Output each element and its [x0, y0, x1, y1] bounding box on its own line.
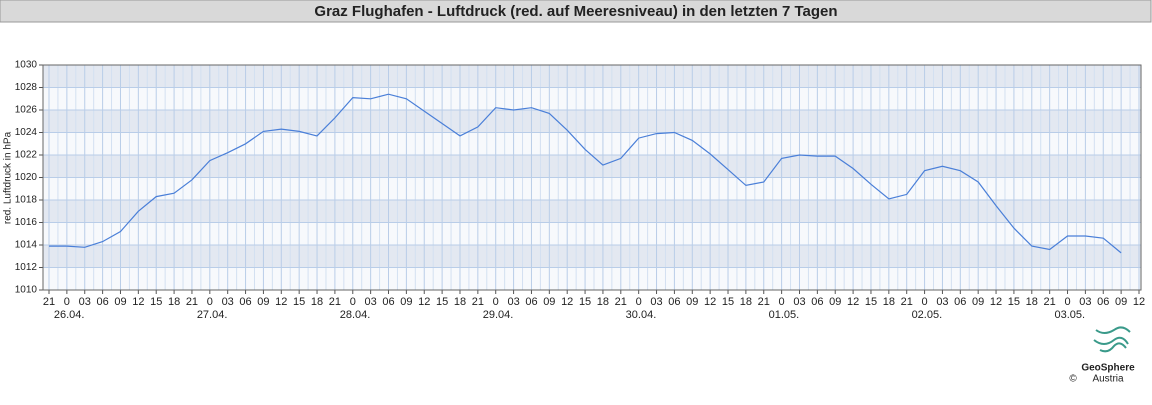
x-tick-label: 12: [132, 296, 144, 308]
x-tick-label: 12: [1133, 296, 1145, 308]
credit: GeoSphere: [1081, 363, 1135, 374]
x-tick-label: 21: [615, 296, 627, 308]
x-tick-label: 0: [350, 296, 356, 308]
x-tick-label: 15: [722, 296, 734, 308]
x-tick-label: 06: [811, 296, 823, 308]
x-tick-label: 21: [186, 296, 198, 308]
x-tick-label: 12: [418, 296, 430, 308]
x-tick-label: 21: [329, 296, 341, 308]
x-tick-label: 0: [207, 296, 213, 308]
x-tick-label: 15: [1008, 296, 1020, 308]
x-tick-label: 21: [758, 296, 770, 308]
x-tick-label: 03: [507, 296, 519, 308]
x-tick-label: 09: [686, 296, 698, 308]
x-tick-label: 21: [1044, 296, 1056, 308]
x-tick-label: 0: [1064, 296, 1070, 308]
y-tick-label: 1014: [15, 240, 38, 251]
x-tick-label: 12: [275, 296, 287, 308]
x-tick-label: 15: [436, 296, 448, 308]
x-tick-label: 21: [43, 296, 55, 308]
date-label: 27.04.: [197, 309, 228, 321]
date-label: 01.05.: [769, 309, 800, 321]
date-label: 28.04.: [340, 309, 371, 321]
x-tick-label: 18: [1026, 296, 1038, 308]
grid-band: [43, 155, 1141, 178]
y-tick-label: 1030: [15, 60, 38, 71]
data-line: [49, 93, 1122, 254]
x-tick-label: 15: [150, 296, 162, 308]
y-tick-label: 1016: [15, 217, 38, 228]
x-tick-label: 0: [636, 296, 642, 308]
x-tick-label: 0: [922, 296, 928, 308]
credit-sub: Austria: [1092, 374, 1124, 385]
x-tick-label: 21: [472, 296, 484, 308]
x-tick-label: 15: [865, 296, 877, 308]
x-tick-label: 06: [382, 296, 394, 308]
x-tick-label: 03: [79, 296, 91, 308]
x-tick-label: 09: [1115, 296, 1127, 308]
copyright: ©: [1069, 374, 1077, 385]
y-tick-label: 1026: [15, 105, 38, 116]
grid-band: [43, 245, 1141, 268]
y-tick-label: 1024: [15, 127, 38, 138]
x-tick-label: 18: [883, 296, 895, 308]
y-axis-label: red. Luftdruck in hPa: [3, 131, 14, 224]
date-label: 03.05.: [1055, 309, 1086, 321]
x-tick-label: 06: [1097, 296, 1109, 308]
date-label: 02.05.: [912, 309, 943, 321]
x-tick-label: 18: [597, 296, 609, 308]
y-tick-label: 1020: [15, 172, 38, 183]
plot-area: [43, 64, 1141, 291]
x-tick-label: 12: [847, 296, 859, 308]
logo: [1093, 326, 1131, 353]
x-tick-label: 06: [239, 296, 251, 308]
y-tick-label: 1028: [15, 82, 38, 93]
date-label: 26.04.: [54, 309, 85, 321]
x-tick-label: 0: [493, 296, 499, 308]
title-bar: [0, 0, 1152, 23]
x-tick-label: 03: [793, 296, 805, 308]
x-tick-label: 03: [1079, 296, 1091, 308]
x-tick-label: 03: [650, 296, 662, 308]
y-tick-label: 1022: [15, 150, 38, 161]
x-tick-label: 09: [257, 296, 269, 308]
x-tick-label: 03: [222, 296, 234, 308]
x-tick-label: 06: [668, 296, 680, 308]
x-tick-label: 15: [579, 296, 591, 308]
grid-band: [43, 200, 1141, 223]
x-tick-label: 0: [64, 296, 70, 308]
y-tick-label: 1010: [15, 285, 38, 296]
x-tick-label: 12: [990, 296, 1002, 308]
x-tick-label: 03: [365, 296, 377, 308]
x-tick-label: 03: [936, 296, 948, 308]
x-tick-label: 12: [561, 296, 573, 308]
x-tick-label: 21: [901, 296, 913, 308]
date-label: 29.04.: [483, 309, 514, 321]
x-tick-label: 09: [400, 296, 412, 308]
x-tick-label: 18: [454, 296, 466, 308]
x-tick-label: 18: [168, 296, 180, 308]
x-tick-label: 06: [96, 296, 108, 308]
x-tick-label: 15: [293, 296, 305, 308]
grid-band: [43, 65, 1141, 88]
x-tick-label: 09: [543, 296, 555, 308]
x-tick-label: 06: [525, 296, 537, 308]
chart-title: Graz Flughafen - Luftdruck (red. auf Mee…: [314, 3, 837, 20]
x-tick-label: 06: [954, 296, 966, 308]
grid-band: [43, 110, 1141, 133]
y-tick-label: 1012: [15, 262, 38, 273]
x-tick-label: 0: [779, 296, 785, 308]
x-tick-label: 09: [972, 296, 984, 308]
x-tick-label: 18: [311, 296, 323, 308]
plot-border: [42, 64, 1142, 291]
x-tick-label: 18: [740, 296, 752, 308]
y-tick-label: 1018: [15, 195, 38, 206]
x-tick-label: 09: [114, 296, 126, 308]
x-tick-label: 09: [829, 296, 841, 308]
x-tick-label: 12: [704, 296, 716, 308]
date-label: 30.04.: [626, 309, 657, 321]
